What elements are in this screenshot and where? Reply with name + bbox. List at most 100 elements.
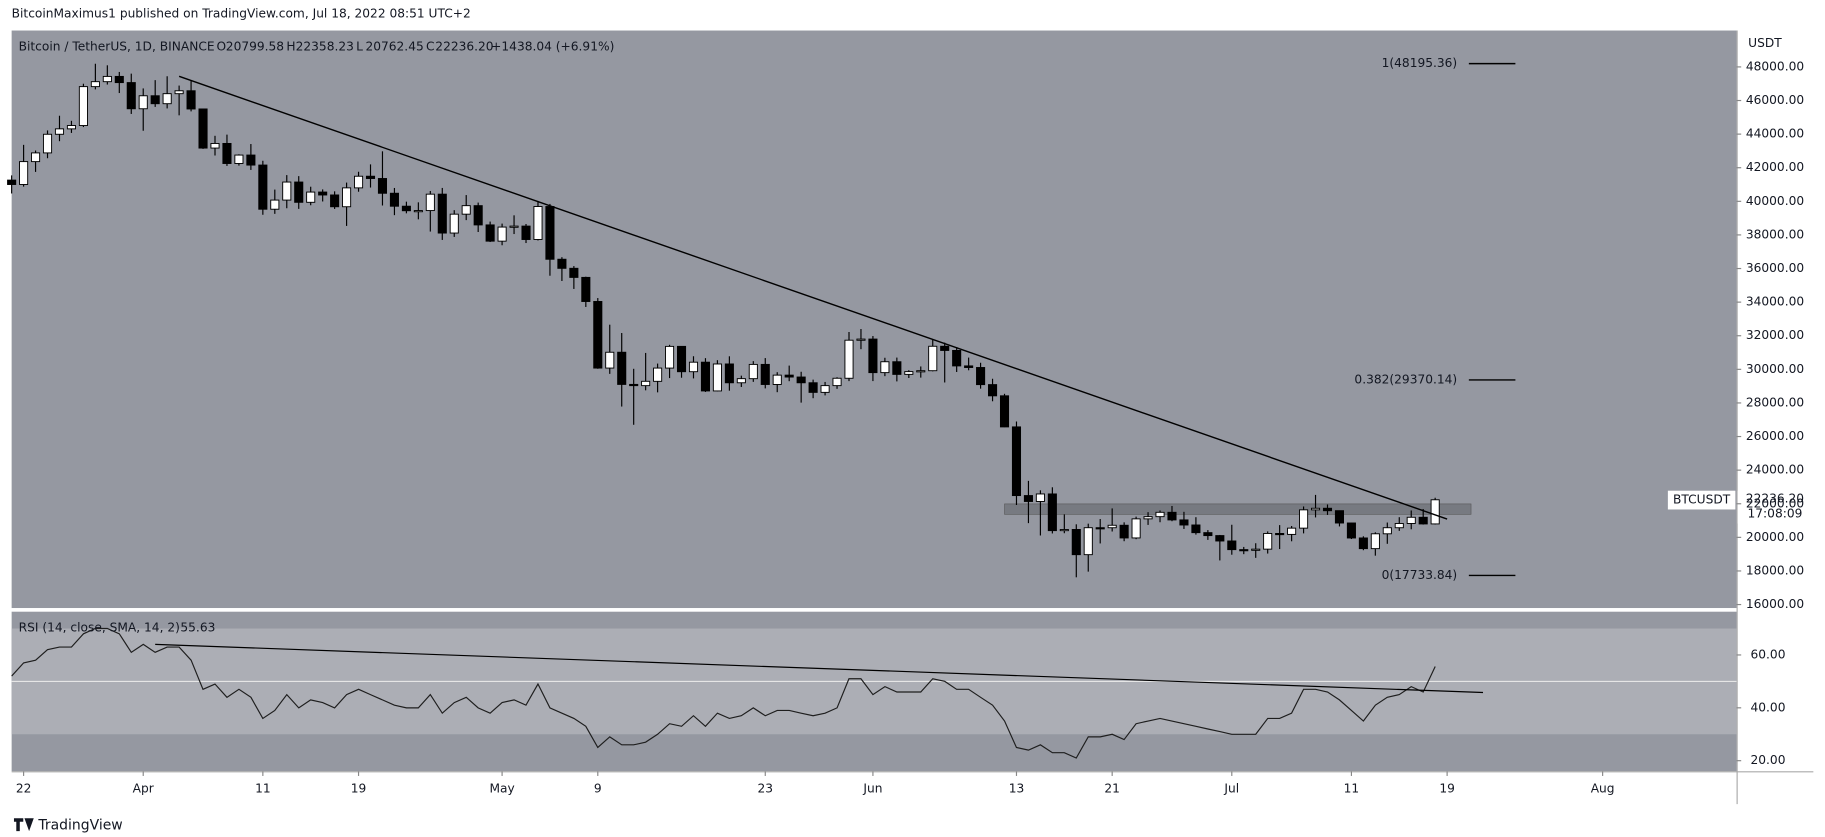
candle-body (210, 142, 220, 149)
candle-body (700, 361, 710, 392)
y-tick-label: 38000.00 (1746, 227, 1804, 241)
candle-body (1322, 507, 1333, 512)
symbol-tag-box (1667, 490, 1736, 510)
candle-body (569, 267, 579, 278)
y-tick-label: 32000.00 (1746, 328, 1804, 342)
candle-body (724, 363, 734, 384)
candle-body (976, 367, 986, 386)
candle-body (90, 81, 100, 88)
candle-body (736, 378, 746, 384)
x-tick-label: 21 (1104, 781, 1120, 795)
candle-body (1430, 499, 1440, 525)
x-tick-label: 11 (1344, 781, 1360, 795)
candle-body (1143, 516, 1153, 520)
y-tick-label: 36000.00 (1746, 261, 1804, 275)
y-tick-label: 26000.00 (1746, 429, 1804, 443)
candle-body (1059, 529, 1069, 532)
candle-body (629, 383, 639, 387)
symbol-title: Bitcoin / TetherUS, 1D, BINANCE (19, 39, 215, 53)
candle-body (294, 181, 304, 203)
candle-body (377, 178, 388, 194)
candle-body (174, 90, 184, 95)
candle-body (1394, 523, 1404, 529)
y-tick-label: 44000.00 (1746, 127, 1804, 141)
candle-body (940, 345, 950, 351)
candle-body (1179, 519, 1189, 526)
y-tick-label: 42000.00 (1746, 160, 1804, 174)
candle-body (1227, 540, 1237, 551)
candle-body (688, 361, 699, 373)
candle-body (150, 95, 160, 105)
candle-body (282, 181, 292, 201)
candle-body (760, 363, 770, 385)
candle-body (437, 193, 447, 234)
candle-body (1095, 527, 1105, 530)
candle-body (521, 225, 531, 240)
trendline (178, 75, 1448, 520)
x-tick-label: Jul (1223, 781, 1239, 795)
candle-body (1406, 516, 1416, 524)
candle-body (928, 345, 938, 372)
candle-body (42, 133, 53, 154)
candle-body (617, 351, 627, 385)
candle-body (952, 349, 962, 367)
candle-body (796, 376, 806, 384)
fib-label: 0(17733.84) (1382, 568, 1458, 582)
candle-body (473, 205, 483, 226)
change: +1438.04 (+6.91%) (491, 39, 614, 53)
y-tick-label: 48000.00 (1746, 59, 1804, 73)
candle-body (712, 363, 722, 392)
candle-body (318, 191, 328, 196)
candle-body (198, 108, 208, 149)
candle-body (449, 213, 459, 234)
candle-body (1263, 533, 1273, 550)
candle-body (1382, 527, 1392, 535)
x-tick-label: May (489, 781, 514, 795)
candle-body (1251, 548, 1261, 551)
candle-body (234, 154, 244, 164)
candle-body (844, 339, 854, 379)
plot: 1(48195.36) 0.382(29370.14) 0(17733.84) (7, 56, 1737, 759)
candle-body (354, 175, 364, 189)
candle-body (1334, 510, 1344, 524)
candle-body (1047, 493, 1057, 532)
candle-body (330, 194, 340, 208)
candle-body (1215, 535, 1225, 542)
logo (13, 818, 34, 832)
candle-body (880, 361, 890, 374)
x-tick-label: Aug (1591, 781, 1615, 795)
candle-body (270, 199, 280, 210)
candle-body (772, 374, 782, 385)
candle-body (1035, 493, 1045, 502)
candle-body (425, 193, 435, 212)
candle-body (1107, 524, 1117, 529)
candle-body (1071, 529, 1081, 556)
y-tick-label: 20000.00 (1746, 530, 1804, 544)
last-price-box (1737, 490, 1813, 524)
candle-body (1011, 426, 1022, 497)
candle-body (162, 93, 172, 105)
candle-body (593, 301, 603, 369)
candle-body (868, 338, 878, 374)
candle-body (342, 187, 352, 208)
x-tick-label: 11 (255, 781, 271, 795)
candle-body (581, 276, 591, 302)
y-tick-label: 46000.00 (1746, 93, 1804, 107)
candle-body (904, 371, 914, 375)
candle-body (1023, 495, 1033, 502)
candle-body (653, 367, 663, 382)
x-tick-label: 13 (1009, 781, 1025, 795)
candle-body (1287, 527, 1297, 535)
candle-body (1346, 522, 1356, 539)
candle-body (784, 374, 794, 378)
resistance-zone (1004, 503, 1472, 515)
symbol-tag: BTCUSDT (1673, 493, 1731, 507)
candle-body (222, 142, 232, 164)
candle-body (916, 370, 926, 373)
candle-body (533, 206, 543, 240)
candle-body (461, 205, 471, 215)
y-tick-label: 18000.00 (1746, 563, 1804, 577)
candle-body (808, 382, 818, 393)
